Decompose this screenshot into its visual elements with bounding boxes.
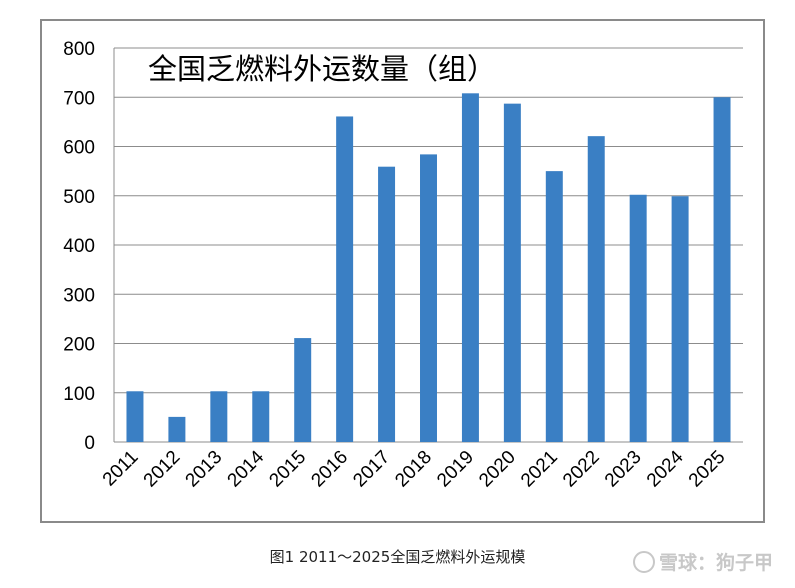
x-tick-label: 2014 [224,446,269,491]
bar-2013 [210,391,228,442]
x-tick-label: 2025 [685,447,730,492]
bar-2020 [503,103,521,442]
bar-2019 [461,93,479,442]
x-tick-label: 2019 [433,447,478,492]
x-tick-label: 2022 [559,447,604,492]
x-tick-label: 2015 [265,447,310,492]
x-tick-label: 2020 [475,447,520,492]
y-axis-ticks: 0 100 200 300 400 500 600 700 800 [63,39,95,454]
bar-2024 [671,196,689,442]
x-tick-label: 2011 [99,447,143,491]
bar-2015 [294,338,312,442]
y-tick-label: 800 [63,39,95,60]
bar-2025 [713,97,731,442]
y-tick-label: 200 [63,335,95,356]
bar-2021 [545,171,563,442]
watermark: 雪球：狗子甲 [632,548,773,575]
bar-2011 [126,391,144,442]
y-tick-label: 100 [63,384,95,405]
figure-caption: 图1 2011～2025全国乏燃料外运规模 [269,548,526,566]
x-tick-label: 2012 [140,447,185,492]
y-tick-label: 300 [63,285,95,306]
y-tick-label: 700 [63,88,95,109]
bar-2016 [336,116,354,443]
x-tick-label: 2024 [643,446,688,491]
bar-2018 [420,154,437,442]
bar-2012 [168,416,186,442]
chart-title: 全国乏燃料外运数量（组） [148,52,496,86]
x-tick-label: 2017 [349,447,394,492]
chart-frame: 0 100 200 300 400 500 600 700 800 2011 2012 2013 20… [40,19,765,523]
watermark-text: 雪球：狗子甲 [658,552,773,574]
x-tick-label: 2016 [307,447,352,492]
y-tick-label: 400 [63,236,95,257]
y-tick-label: 500 [63,187,95,208]
bar-2022 [587,136,605,442]
x-tick-label: 2018 [391,447,436,492]
bar-2014 [252,391,270,442]
x-tick-label: 2021 [517,447,562,492]
x-tick-label: 2013 [182,447,227,492]
y-tick-label: 0 [84,433,95,454]
bar-2023 [629,194,647,442]
x-tick-label: 2023 [601,447,646,492]
x-axis-ticks: 2011201220132014201520162017201820192020… [99,446,730,491]
bars [126,93,731,443]
snowball-logo-icon [632,550,655,573]
bar-2017 [378,166,396,442]
y-tick-label: 600 [63,138,95,159]
